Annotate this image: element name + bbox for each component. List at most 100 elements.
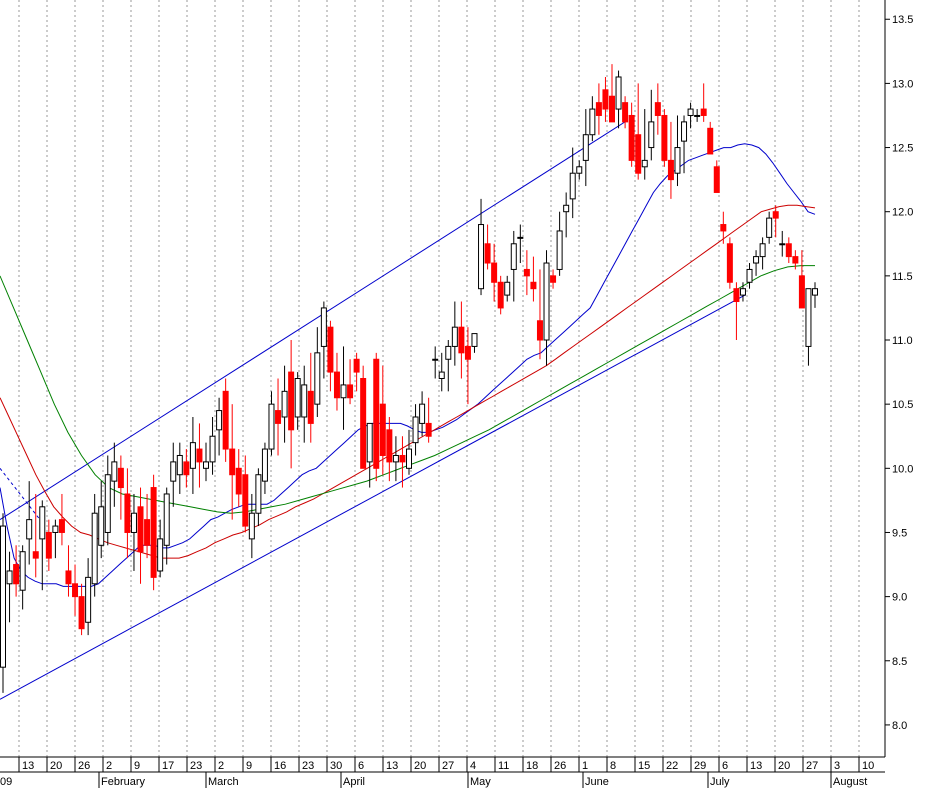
candle-body [19, 551, 26, 591]
candle [674, 115, 681, 187]
candle-body [707, 127, 714, 155]
candle [563, 192, 570, 238]
candle [504, 275, 511, 302]
x-day-label: 15 [638, 760, 650, 772]
candle [785, 237, 792, 264]
candle-body [412, 416, 419, 444]
candle [281, 365, 288, 443]
candle [432, 346, 439, 379]
candle-body [432, 358, 439, 361]
candle-body [366, 422, 373, 463]
candle-body [45, 531, 52, 559]
candle [556, 211, 563, 276]
candle-body [563, 204, 570, 213]
x-day-label: 9 [134, 760, 140, 772]
x-day-label: 3 [834, 760, 840, 772]
candle-body [222, 390, 229, 450]
candle [458, 301, 465, 379]
channel-upper-line [0, 121, 626, 521]
candle [13, 545, 20, 597]
candle [72, 564, 79, 616]
candle [759, 237, 766, 270]
candle-body [674, 147, 681, 174]
candle-body [425, 422, 432, 437]
candle-body [242, 474, 249, 527]
candle-body [124, 493, 131, 533]
x-day-label: 26 [78, 760, 90, 772]
candle-body [360, 378, 367, 469]
candle [301, 365, 308, 443]
candle [124, 468, 131, 559]
candle-body [98, 506, 105, 546]
candle-body [392, 454, 399, 463]
candle [366, 422, 373, 488]
candle-body [0, 525, 6, 668]
candle-body [667, 159, 674, 181]
candle [445, 340, 452, 392]
candle-body [589, 108, 596, 136]
x-day-label: 30 [330, 760, 342, 772]
candle [510, 230, 517, 302]
candle-body [32, 551, 39, 559]
candle-body [497, 281, 504, 309]
candle [471, 333, 478, 353]
y-tick-label: 8.5 [892, 656, 907, 668]
candle-body [491, 262, 498, 283]
candle-body [478, 224, 485, 290]
candle [275, 378, 282, 456]
y-tick-label: 9.0 [892, 592, 907, 604]
x-month-label: April [343, 776, 365, 788]
candle [536, 269, 543, 360]
moving-average-line [0, 143, 816, 587]
candle-body [746, 268, 753, 283]
candle-body [72, 583, 79, 598]
candle-body [766, 217, 773, 238]
candle-body [812, 288, 818, 296]
candle-body [183, 461, 190, 476]
candle-body [150, 487, 157, 578]
x-day-label: 17 [162, 760, 174, 772]
candle-body [438, 371, 445, 380]
candle-body [327, 326, 334, 373]
candle [255, 468, 262, 527]
candle-body [550, 275, 557, 283]
candle [478, 198, 485, 296]
candle-body [85, 576, 92, 623]
x-month-label: August [833, 776, 867, 788]
candle [661, 109, 668, 167]
candle [805, 288, 812, 366]
candle [6, 551, 13, 623]
y-tick-label: 13.0 [892, 78, 913, 90]
moving-average-line [0, 204, 816, 559]
y-axis: 8.0 8.5 9.0 9.5 10.0 10.5 11.0 11.5 12.0 12.5 13.0… [884, 0, 913, 757]
candle [176, 442, 183, 494]
candle [229, 404, 236, 520]
candle [130, 493, 137, 571]
x-day-label: 22 [666, 760, 678, 772]
candle-body [137, 506, 144, 553]
candle [641, 109, 648, 180]
candle [713, 160, 720, 193]
candle-body [117, 467, 124, 489]
x-day-label: 6 [722, 760, 728, 772]
candle-body [26, 519, 33, 540]
candle [222, 378, 229, 462]
candle-body [772, 211, 779, 219]
candle-body [628, 114, 635, 161]
candle-body [373, 358, 380, 469]
candle [261, 442, 268, 494]
moving-average-dashed [0, 468, 41, 520]
candle [739, 282, 746, 302]
x-month-label: June [585, 776, 609, 788]
candle-body [739, 288, 746, 296]
candle-body [419, 403, 426, 424]
candle [582, 109, 589, 187]
candle-body [353, 358, 360, 373]
x-day-label: 1 [582, 760, 588, 772]
candle [497, 275, 504, 315]
x-day-label: 20 [778, 760, 790, 772]
candle [58, 493, 65, 546]
x-day-label: 13 [750, 760, 762, 772]
candle [144, 493, 151, 559]
